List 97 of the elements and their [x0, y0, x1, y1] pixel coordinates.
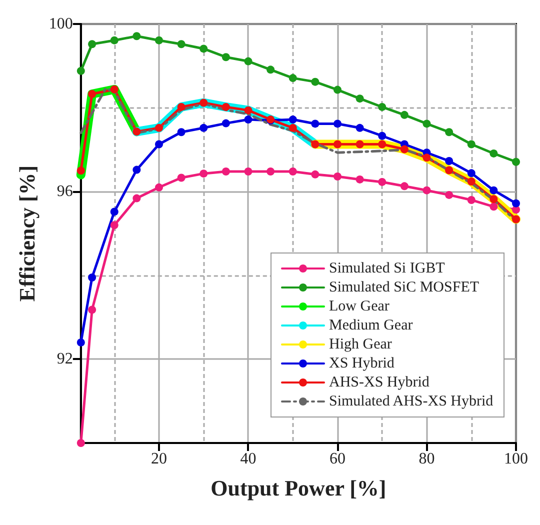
point: [155, 36, 163, 44]
point: [88, 273, 96, 282]
point: [445, 128, 454, 136]
point: [334, 120, 342, 128]
point: [288, 116, 297, 124]
point: [177, 102, 186, 111]
point: [467, 178, 476, 186]
y-tick-label: 96: [56, 183, 73, 200]
legend-label: Simulated SiC MOSFET: [329, 280, 480, 296]
point: [266, 66, 275, 74]
point: [132, 32, 141, 40]
legend-label: Simulated AHS-XS Hybrid: [329, 394, 494, 410]
point: [467, 196, 476, 204]
point: [490, 186, 498, 194]
point: [512, 199, 520, 208]
point: [400, 145, 408, 154]
point: [490, 195, 498, 204]
point: [110, 208, 118, 216]
point: [110, 36, 118, 44]
point: [512, 158, 520, 166]
point: [222, 53, 230, 62]
point: [155, 140, 163, 148]
point: [378, 132, 386, 140]
point: [400, 110, 408, 119]
point: [88, 90, 96, 98]
point: [311, 140, 320, 148]
legend-label: Low Gear: [329, 298, 390, 314]
point: [334, 86, 342, 94]
x-axis-title: Output Power [%]: [210, 476, 386, 500]
point: [356, 140, 364, 148]
point: [400, 182, 408, 190]
point: [177, 40, 186, 48]
point: [244, 106, 252, 114]
point: [200, 44, 208, 53]
point: [467, 140, 476, 148]
point: [356, 175, 364, 184]
legend-label: XS Hybrid: [329, 356, 395, 372]
point: [88, 40, 96, 48]
point: [356, 94, 364, 103]
point: [311, 78, 320, 86]
point: [222, 119, 230, 128]
point: [311, 120, 320, 128]
point: [177, 128, 186, 136]
point: [132, 194, 141, 202]
point: [378, 178, 386, 186]
point: [76, 66, 85, 75]
point: [222, 167, 230, 176]
point: [200, 170, 208, 178]
point: [512, 215, 520, 224]
point: [422, 120, 431, 128]
point: [88, 306, 96, 314]
point: [422, 186, 431, 194]
point: [378, 102, 386, 111]
point: [132, 128, 141, 136]
point: [110, 85, 118, 94]
point: [445, 157, 454, 166]
point: [200, 98, 208, 107]
point: [155, 124, 163, 132]
point: [378, 140, 386, 148]
point: [288, 167, 297, 176]
point: [334, 172, 342, 181]
point: [177, 174, 186, 182]
point: [445, 166, 454, 174]
point: [311, 170, 320, 178]
point: [288, 74, 297, 82]
y-axis-title: Efficiency [%]: [14, 165, 40, 302]
legend-label: Simulated Si IGBT: [329, 260, 445, 276]
point: [467, 169, 476, 178]
x-tick-label: 20: [150, 450, 167, 468]
point: [244, 57, 252, 66]
x-tick-label: 100: [504, 450, 528, 468]
point: [288, 124, 297, 132]
point: [200, 124, 208, 132]
point: [422, 154, 431, 162]
point: [266, 167, 275, 176]
point: [76, 338, 85, 346]
y-tick-label: 100: [48, 16, 73, 32]
legend-label: Medium Gear: [329, 318, 413, 334]
point: [132, 166, 141, 174]
x-tick-label: 80: [418, 450, 435, 468]
point: [222, 102, 230, 111]
point: [490, 149, 498, 158]
legend-label: AHS-XS Hybrid: [329, 374, 430, 390]
point: [76, 166, 85, 175]
point: [356, 124, 364, 132]
point: [110, 221, 118, 230]
legend-label: High Gear: [329, 336, 392, 352]
point: [244, 116, 252, 124]
x-tick-label: 40: [240, 450, 256, 468]
point: [445, 190, 454, 199]
point: [155, 183, 163, 192]
point: [244, 167, 252, 176]
point: [490, 202, 498, 211]
point: [76, 439, 85, 447]
y-tick-label: 92: [56, 350, 73, 368]
point: [334, 140, 342, 148]
x-tick-label: 60: [329, 450, 346, 468]
